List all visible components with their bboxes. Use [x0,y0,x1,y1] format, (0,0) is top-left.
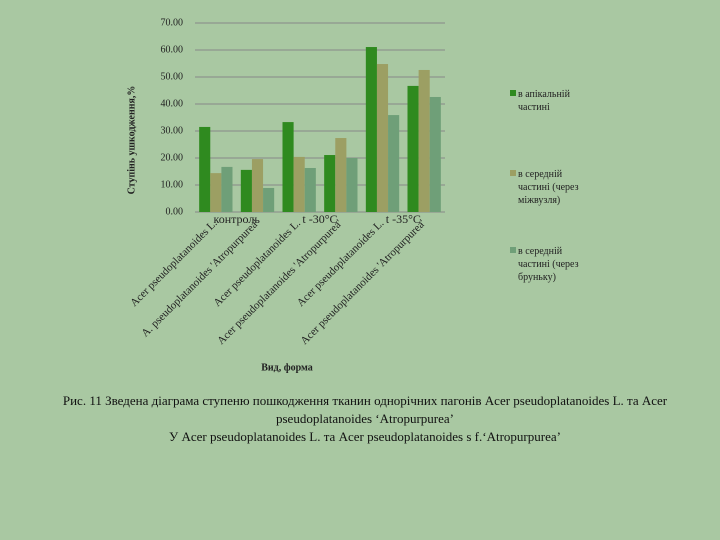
y-tick-label: 20.00 [161,152,184,163]
caption-line: У Acer pseudoplatanoides L. та Acer pseu… [169,429,561,444]
group-label: контроль [213,212,260,226]
bar [293,156,305,212]
group-label: t -30°C [302,212,337,226]
legend-item: в апікальній частині [510,88,592,114]
bar [335,138,347,212]
bar [376,64,389,212]
bar [407,85,419,212]
y-axis-title: Ступінь ушкодження,% [126,86,137,195]
bar [304,167,316,212]
y-tick-label: 0.00 [166,206,184,217]
bar [346,158,358,212]
legend-label: в середній частині (через бруньку) [518,246,579,283]
bar [251,159,264,212]
legend-label: в середній частині (через міжвузля) [518,169,579,206]
group-label: t -35°C [386,212,421,226]
y-tick-label: 30.00 [161,125,184,136]
y-tick-label: 70.00 [161,17,184,28]
legend-swatch [510,170,516,176]
bar [199,126,211,212]
bar [429,96,441,212]
bar [221,166,233,212]
bar [418,69,430,212]
legend-label: в апікальній частині [518,89,570,113]
x-axis-title: Вид, форма [261,362,313,373]
y-tick-label: 60.00 [161,44,184,55]
caption-line: Рис. 11 Зведена діаграма ступеню пошкодж… [62,393,668,426]
bar [282,122,294,212]
bar [263,187,275,212]
legend-swatch [510,90,516,96]
legend-item: в середній частині (через бруньку) [510,245,592,284]
caption: Рис. 11 Зведена діаграма ступеню пошкодж… [40,392,690,446]
bar [365,47,377,212]
y-tick-label: 50.00 [161,71,184,82]
y-tick-label: 10.00 [161,179,184,190]
bar [388,115,400,212]
legend-item: в середній частині (через міжвузля) [510,168,592,207]
legend-swatch [510,247,516,253]
bar [240,169,252,212]
bar [210,173,222,212]
y-tick-label: 40.00 [161,98,184,109]
bar [324,155,336,212]
